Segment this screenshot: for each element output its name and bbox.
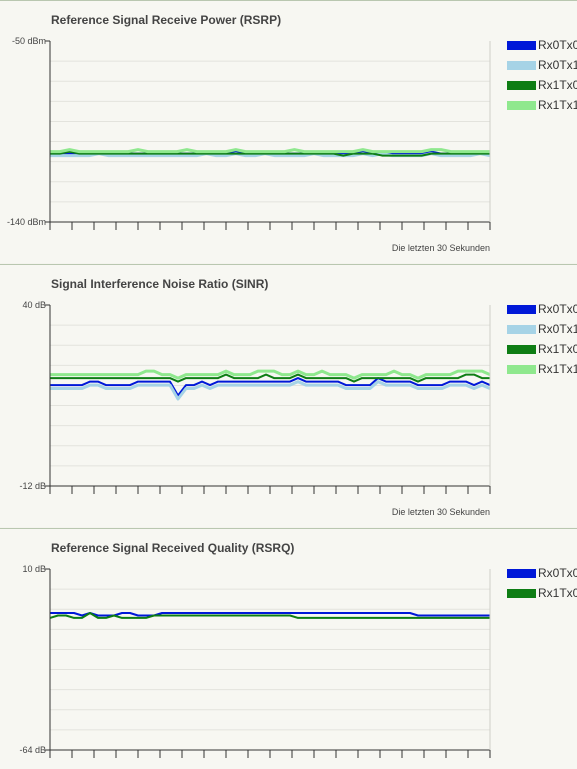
legend-label: Rx1Tx0 — [538, 586, 577, 600]
y-min-label: -12 dB — [19, 481, 46, 491]
legend-swatch — [507, 569, 536, 578]
chart-title: Signal Interference Noise Ratio (SINR) — [51, 277, 269, 291]
legend-swatch — [507, 345, 536, 354]
legend-swatch — [507, 589, 536, 598]
legend-swatch — [507, 305, 536, 314]
legend-swatch — [507, 61, 536, 70]
plot-area — [50, 41, 490, 222]
legend-label: Rx1Tx1 — [538, 98, 577, 112]
x-axis-label: Die letzten 30 Sekunden — [391, 507, 490, 517]
legend-label: Rx1Tx0 — [538, 342, 577, 356]
y-max-label: -50 dBm — [12, 36, 46, 46]
plot-area — [50, 305, 490, 486]
legend-swatch — [507, 325, 536, 334]
legend-label: Rx0Tx1 — [538, 322, 577, 336]
series-line-rx1tx0 — [50, 373, 490, 383]
series-line-rx0tx1 — [50, 380, 491, 401]
sinr-chart: 40 dB -12 dB — [19, 300, 491, 494]
legend-label: Rx0Tx0 — [538, 38, 577, 52]
legend-swatch — [507, 81, 536, 90]
series-line-rx0tx0 — [50, 612, 490, 617]
legend-swatch — [507, 101, 536, 110]
legend-label: Rx0Tx1 — [538, 58, 577, 72]
plot-area — [50, 569, 490, 750]
series-line-rx1tx1 — [50, 369, 491, 380]
legend-label: Rx0Tx0 — [538, 566, 577, 580]
rsrq-chart: 10 dB -64 dB — [19, 564, 491, 758]
series-line-rx1tx0 — [50, 150, 490, 157]
series-line-rx0tx0 — [50, 377, 491, 397]
chart-title: Reference Signal Receive Power (RSRP) — [51, 13, 282, 27]
y-min-label: -140 dBm — [7, 217, 46, 227]
chart-title: Reference Signal Received Quality (RSRQ) — [51, 541, 295, 555]
legend-swatch — [507, 365, 536, 374]
legend-label: Rx0Tx0 — [538, 302, 577, 316]
y-max-label: 10 dB — [22, 564, 46, 574]
y-min-label: -64 dB — [19, 745, 46, 755]
legend-swatch — [507, 41, 536, 50]
x-axis-label: Die letzten 30 Sekunden — [391, 243, 490, 253]
series-line-rx1tx1 — [50, 148, 490, 154]
legend-label: Rx1Tx1 — [538, 362, 577, 376]
series-line-rx1tx0 — [49, 612, 490, 619]
legend-label: Rx1Tx0 — [538, 78, 577, 92]
rsrp-panel: Reference Signal Receive Power (RSRP) -5… — [0, 0, 577, 263]
rsrq-panel: Reference Signal Received Quality (RSRQ)… — [0, 528, 577, 769]
rsrp-chart: -50 dBm -140 dBm — [7, 36, 491, 230]
sinr-panel: Signal Interference Noise Ratio (SINR) 4… — [0, 264, 577, 527]
y-max-label: 40 dB — [22, 300, 46, 310]
